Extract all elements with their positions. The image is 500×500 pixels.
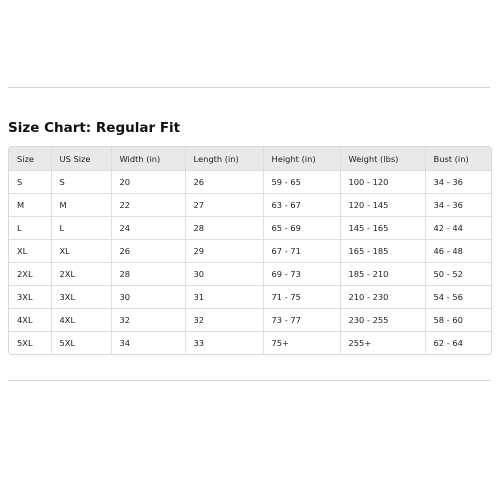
table-cell-us-size: L <box>51 216 112 240</box>
table-cell-size: M <box>9 193 52 217</box>
column-header-width: Width (in) <box>111 147 186 171</box>
table-cell-us-size: S <box>51 170 112 194</box>
table-cell-length: 33 <box>185 331 264 354</box>
table-cell-height: 69 - 73 <box>263 262 341 286</box>
table-cell-length: 26 <box>185 170 264 194</box>
table-cell-us-size: 3XL <box>51 285 112 309</box>
table-cell-length: 31 <box>185 285 264 309</box>
table-row: S S 20 26 59 - 65 100 - 120 34 - 36 <box>9 170 491 194</box>
table-cell-length: 29 <box>185 239 264 263</box>
table-cell-size: 5XL <box>9 331 52 354</box>
column-header-weight: Weight (lbs) <box>340 147 426 171</box>
table-cell-width: 30 <box>111 285 186 309</box>
table-row: L L 24 28 65 - 69 145 - 165 42 - 44 <box>9 216 491 240</box>
bottom-divider <box>8 380 490 381</box>
table-cell-weight: 230 - 255 <box>340 308 426 332</box>
table-cell-us-size: M <box>51 193 112 217</box>
table-row: XL XL 26 29 67 - 71 165 - 185 46 - 48 <box>9 239 491 263</box>
table-row: 2XL 2XL 28 30 69 - 73 185 - 210 50 - 52 <box>9 262 491 286</box>
table-cell-width: 20 <box>111 170 186 194</box>
table-cell-width: 28 <box>111 262 186 286</box>
column-header-size: Size <box>9 147 52 171</box>
table-cell-bust: 58 - 60 <box>425 308 491 332</box>
table-cell-length: 30 <box>185 262 264 286</box>
table-cell-size: 2XL <box>9 262 52 286</box>
table-cell-length: 28 <box>185 216 264 240</box>
table-cell-length: 32 <box>185 308 264 332</box>
table-cell-bust: 42 - 44 <box>425 216 491 240</box>
table-row: 5XL 5XL 34 33 75+ 255+ 62 - 64 <box>9 331 491 354</box>
table-cell-width: 34 <box>111 331 186 354</box>
table-cell-height: 63 - 67 <box>263 193 341 217</box>
size-chart-table: Size US Size Width (in) Length (in) Height (… <box>9 147 491 354</box>
table-cell-height: 75+ <box>263 331 341 354</box>
table-body: S S 20 26 59 - 65 100 - 120 34 - 36 M M 22 27 63 - … <box>9 170 491 354</box>
table-cell-weight: 210 - 230 <box>340 285 426 309</box>
table-cell-length: 27 <box>185 193 264 217</box>
table-header: Size US Size Width (in) Length (in) Height (… <box>9 147 491 171</box>
table-cell-weight: 100 - 120 <box>340 170 426 194</box>
top-divider <box>8 87 490 88</box>
table-cell-size: 3XL <box>9 285 52 309</box>
table-cell-width: 22 <box>111 193 186 217</box>
table-cell-us-size: XL <box>51 239 112 263</box>
table-cell-width: 26 <box>111 239 186 263</box>
column-header-height: Height (in) <box>263 147 341 171</box>
table-cell-height: 65 - 69 <box>263 216 341 240</box>
size-chart-table-container: Size US Size Width (in) Length (in) Height (… <box>8 146 492 355</box>
table-cell-bust: 54 - 56 <box>425 285 491 309</box>
column-header-length: Length (in) <box>185 147 264 171</box>
table-cell-size: L <box>9 216 52 240</box>
table-row: 4XL 4XL 32 32 73 - 77 230 - 255 58 - 60 <box>9 308 491 332</box>
table-cell-height: 73 - 77 <box>263 308 341 332</box>
table-cell-us-size: 4XL <box>51 308 112 332</box>
table-cell-size: 4XL <box>9 308 52 332</box>
table-cell-bust: 34 - 36 <box>425 193 491 217</box>
table-row: 3XL 3XL 30 31 71 - 75 210 - 230 54 - 56 <box>9 285 491 309</box>
table-cell-width: 32 <box>111 308 186 332</box>
table-cell-bust: 46 - 48 <box>425 239 491 263</box>
table-cell-height: 71 - 75 <box>263 285 341 309</box>
table-row: M M 22 27 63 - 67 120 - 145 34 - 36 <box>9 193 491 217</box>
table-cell-weight: 255+ <box>340 331 426 354</box>
table-header-row: Size US Size Width (in) Length (in) Height (… <box>9 147 491 171</box>
table-cell-width: 24 <box>111 216 186 240</box>
table-cell-us-size: 2XL <box>51 262 112 286</box>
table-cell-bust: 50 - 52 <box>425 262 491 286</box>
table-cell-weight: 120 - 145 <box>340 193 426 217</box>
page-title: Size Chart: Regular Fit <box>8 120 181 136</box>
table-cell-bust: 34 - 36 <box>425 170 491 194</box>
table-cell-weight: 185 - 210 <box>340 262 426 286</box>
table-cell-height: 59 - 65 <box>263 170 341 194</box>
table-cell-us-size: 5XL <box>51 331 112 354</box>
table-cell-weight: 165 - 185 <box>340 239 426 263</box>
column-header-us-size: US Size <box>51 147 112 171</box>
table-cell-bust: 62 - 64 <box>433 338 463 348</box>
column-header-bust: Bust (in) <box>425 147 491 171</box>
table-cell-height: 67 - 71 <box>263 239 341 263</box>
table-cell-weight: 145 - 165 <box>340 216 426 240</box>
table-cell-size: XL <box>9 239 52 263</box>
table-cell-size: S <box>9 170 52 194</box>
